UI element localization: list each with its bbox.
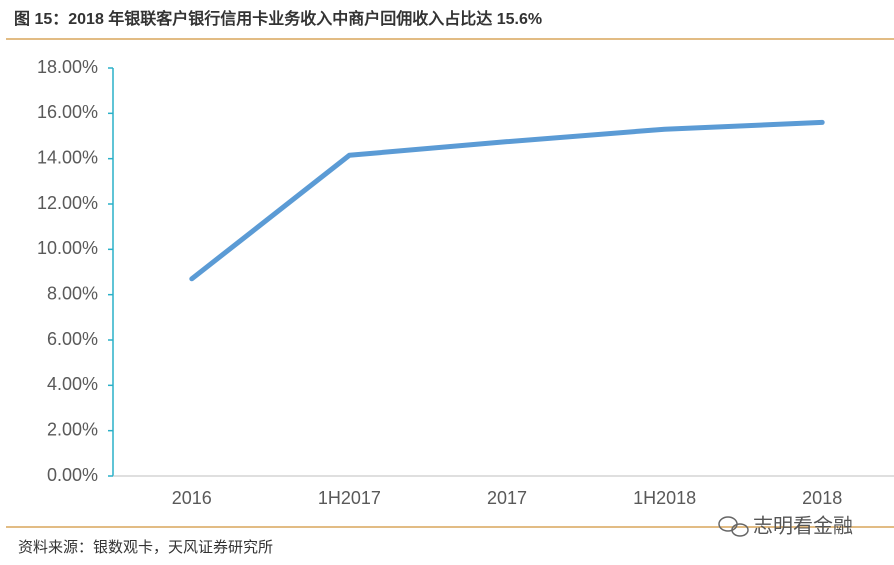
x-tick-label: 2018 [802, 488, 842, 508]
y-tick-label: 14.00% [37, 147, 98, 167]
y-tick-label: 18.00% [37, 57, 98, 77]
x-tick-label: 1H2017 [318, 488, 381, 508]
x-tick-label: 2016 [172, 488, 212, 508]
x-tick-label: 1H2018 [633, 488, 696, 508]
watermark: 志明看金融 [753, 514, 853, 537]
y-tick-label: 16.00% [37, 102, 98, 122]
data-line [189, 119, 825, 282]
y-tick-label: 6.00% [47, 329, 98, 349]
y-tick-label: 12.00% [37, 193, 98, 213]
y-tick-label: 8.00% [47, 283, 98, 303]
chart-title: 图 15：2018 年银联客户银行信用卡业务收入中商户回佣收入占比达 15.6% [14, 9, 542, 28]
x-tick-label: 2017 [487, 488, 527, 508]
source: 资料来源：银数观卡，天风证券研究所 [18, 539, 273, 556]
y-tick-label: 0.00% [47, 465, 98, 485]
y-tick-label: 10.00% [37, 238, 98, 258]
y-tick-label: 4.00% [47, 374, 98, 394]
y-tick-label: 2.00% [47, 419, 98, 439]
watermark-icon [718, 516, 749, 537]
